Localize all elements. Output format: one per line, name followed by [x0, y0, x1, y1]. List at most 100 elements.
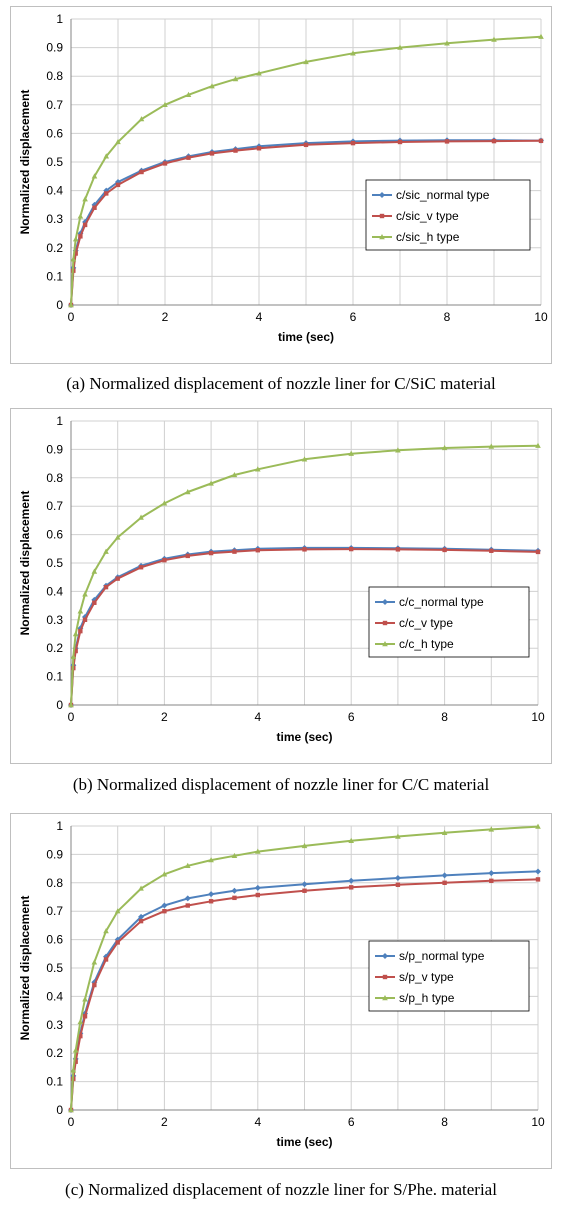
- legend: s/p_normal type s/p_v type s/p_h type: [368, 940, 530, 1012]
- data-point: [184, 895, 191, 902]
- y-tick-label: 0.3: [46, 1018, 63, 1032]
- legend-marker: [379, 234, 385, 240]
- legend-label: c/sic_h type: [396, 230, 460, 244]
- y-tick-label: 1: [56, 12, 63, 26]
- panel-c: 0 0.1 0.2 0.3 0.4 0.5 0.6 0.7 0.8 0.9 1 0 2 4 6 8 10 time…: [0, 810, 562, 1210]
- data-point: [82, 196, 88, 202]
- data-point: [208, 899, 214, 904]
- y-tick-label: 0.9: [46, 847, 63, 861]
- data-point: [138, 913, 145, 920]
- data-point: [138, 514, 144, 520]
- data-point: [68, 302, 74, 308]
- data-point: [302, 547, 307, 552]
- data-point: [255, 892, 260, 898]
- data-point: [138, 565, 144, 570]
- chart-frame-b: 0 0.1 0.2 0.3 0.4 0.5 0.6 0.7 0.8 0.9 1 0 2 4 6 8 10 time…: [10, 408, 552, 764]
- data-point: [70, 1067, 77, 1073]
- data-point: [103, 957, 109, 962]
- data-point: [185, 91, 192, 97]
- data-point: [489, 878, 494, 884]
- series-3: [68, 442, 541, 708]
- y-tick-label: 0.3: [46, 613, 63, 627]
- x-tick-label: 4: [256, 310, 263, 324]
- data-point: [232, 76, 239, 82]
- legend-marker: [382, 953, 388, 959]
- y-tick-label: 0.4: [46, 989, 63, 1003]
- data-point: [82, 591, 88, 597]
- data-point: [491, 138, 497, 144]
- legend: c/c_normal type c/c_v type c/c_h type: [368, 586, 530, 658]
- data-point: [488, 826, 495, 832]
- data-point: [115, 940, 120, 945]
- data-point: [91, 173, 98, 179]
- x-tick-label: 6: [350, 310, 357, 324]
- data-point: [255, 466, 261, 472]
- data-point: [397, 139, 403, 145]
- data-point: [92, 982, 97, 988]
- x-tick-label: 8: [441, 1115, 448, 1129]
- y-tick-label: 0.8: [46, 471, 63, 485]
- data-point: [535, 868, 541, 875]
- data-point: [78, 628, 83, 634]
- legend-marker: [382, 641, 388, 647]
- data-point: [535, 549, 541, 555]
- data-point: [349, 546, 354, 552]
- legend-box: [365, 179, 531, 251]
- y-tick-label: 0.7: [46, 904, 63, 918]
- legend-label: s/p_normal type: [399, 949, 485, 963]
- chart-frame-a: 0 0.1 0.2 0.3 0.4 0.5 0.6 0.7 0.8 0.9 1 0 2 4 6 8 10 time…: [10, 6, 552, 364]
- x-tick-label: 8: [444, 310, 451, 324]
- x-tick-label: 2: [161, 1115, 168, 1129]
- y-tick-label: 0.5: [46, 961, 63, 975]
- series-3: [68, 33, 544, 308]
- x-tick-label: 2: [162, 310, 169, 324]
- data-point: [184, 489, 191, 495]
- data-point: [488, 443, 495, 449]
- legend-marker: [379, 213, 385, 219]
- x-tick-label: 0: [68, 710, 75, 724]
- data-point: [103, 584, 109, 590]
- legend-marker: [382, 995, 388, 1001]
- y-tick-label: 0.6: [46, 126, 63, 140]
- data-point: [70, 256, 77, 262]
- x-axis-title: time (sec): [278, 330, 334, 344]
- y-tick-label: 1: [56, 414, 63, 428]
- data-point: [444, 139, 450, 144]
- data-point: [92, 205, 97, 210]
- y-tick-label: 0.4: [46, 184, 63, 198]
- caption-b: (b) Normalized displacement of nozzle li…: [72, 775, 490, 794]
- y-tick-label: 0.1: [46, 269, 63, 283]
- legend-label: c/sic_v type: [396, 209, 459, 223]
- data-point: [231, 471, 238, 478]
- series-line: [70, 35, 542, 306]
- series-2: [68, 138, 544, 308]
- series-3: [68, 823, 541, 1113]
- data-point: [208, 480, 214, 486]
- data-point: [73, 1059, 78, 1064]
- data-point: [73, 648, 78, 654]
- data-point: [232, 549, 237, 554]
- data-point: [115, 576, 120, 581]
- y-tick-label: 0.2: [46, 1046, 63, 1060]
- data-point: [302, 888, 307, 893]
- data-point: [162, 161, 168, 166]
- legend-label: s/p_v type: [399, 970, 454, 984]
- data-point: [301, 842, 308, 849]
- series-line: [70, 878, 539, 1111]
- data-point: [441, 829, 448, 836]
- data-point: [489, 548, 494, 553]
- data-point: [535, 823, 541, 829]
- y-tick-label: 0: [56, 298, 63, 312]
- y-tick-label: 0: [56, 698, 63, 712]
- data-point: [209, 83, 215, 89]
- data-point: [114, 534, 121, 540]
- data-point: [184, 862, 191, 868]
- panel-a: 0 0.1 0.2 0.3 0.4 0.5 0.6 0.7 0.8 0.9 1 0 2 4 6 8 10 time…: [0, 0, 562, 405]
- y-tick-label: 0.9: [46, 442, 63, 456]
- y-axis-title: Normalized displacement: [18, 896, 32, 1041]
- data-point: [255, 548, 260, 553]
- legend-label: c/c_h type: [399, 637, 454, 651]
- legend-label: s/p_h type: [399, 991, 455, 1005]
- data-point: [68, 702, 74, 708]
- data-point: [92, 600, 97, 605]
